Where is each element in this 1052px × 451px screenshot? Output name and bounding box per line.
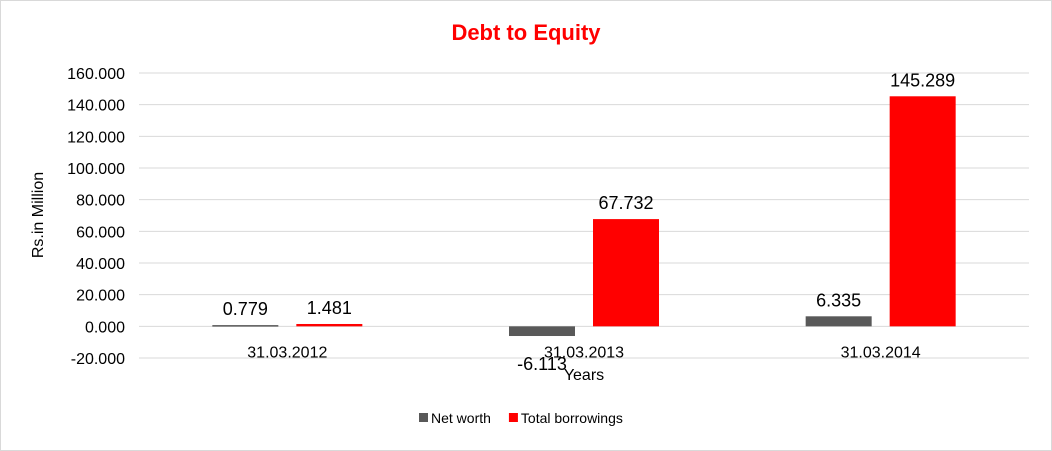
data-label: -6.113	[517, 354, 567, 374]
y-tick-labels: -20.000 0.000 20.000 40.000 60.000 80.000 100.…	[67, 66, 125, 368]
y-tick-label: 120.000	[67, 129, 125, 146]
category-labels: 31.03.2012 31.03.2013 31.03.2014	[247, 344, 921, 361]
legend-swatch	[419, 413, 428, 422]
y-axis-title: Rs.in Million	[30, 172, 47, 258]
bar-net-worth	[805, 316, 872, 327]
data-label: 6.335	[816, 290, 861, 310]
bar-net-worth	[509, 326, 575, 337]
legend-swatch	[508, 413, 518, 422]
bar-net-worth	[212, 325, 279, 327]
y-tick-label: 60.000	[76, 224, 125, 241]
bars	[212, 96, 956, 337]
bar-total-borrowings	[889, 96, 956, 327]
bar-total-borrowings	[593, 219, 659, 327]
y-tick-label: 160.000	[67, 66, 125, 83]
y-tick-label: -20.000	[71, 351, 125, 368]
grid	[139, 72, 1029, 359]
legend-label: Total borrowings	[521, 410, 623, 426]
y-tick-label: 40.000	[76, 256, 125, 273]
chart-title: Debt to Equity	[451, 20, 601, 45]
category-label: 31.03.2012	[247, 344, 327, 361]
y-tick-label: 0.000	[85, 319, 125, 336]
y-tick-label: 140.000	[67, 98, 125, 115]
legend: Net worth Total borrowings	[419, 410, 623, 426]
y-tick-label: 100.000	[67, 161, 125, 178]
bar-total-borrowings	[296, 323, 363, 327]
data-label: 67.732	[598, 193, 653, 213]
data-label: 145.289	[890, 70, 955, 90]
category-label: 31.03.2013	[544, 344, 624, 361]
category-label: 31.03.2014	[841, 344, 921, 361]
y-tick-label: 20.000	[76, 288, 125, 305]
data-label: 0.779	[223, 299, 268, 319]
y-tick-label: 80.000	[76, 193, 125, 210]
legend-label: Net worth	[431, 410, 491, 426]
data-label: 1.481	[307, 298, 352, 318]
data-labels: 0.779 1.481 -6.113 67.732 6.335 145.289	[223, 70, 955, 374]
x-axis-title: Years	[564, 367, 604, 384]
